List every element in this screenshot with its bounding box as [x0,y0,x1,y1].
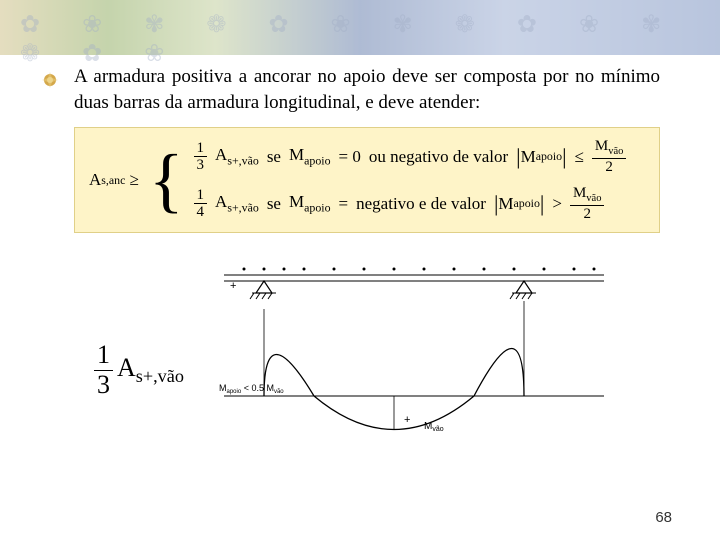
side-fraction: 13 As+,vão [94,341,184,399]
formula-box: As,anc ≥ { 13 As+,vão se Mapoio = 0 ou n… [74,127,660,233]
brace-icon: { [149,155,184,205]
svg-text:Mapoio < 0.5 Mvão: Mapoio < 0.5 Mvão [219,383,284,395]
svg-text:+: + [404,414,410,426]
svg-text:+: + [230,280,236,292]
formula-case-2: 14 As+,vão se Mapoio = negativo e de val… [194,185,627,222]
page-number: 68 [655,509,672,526]
slide-content: A armadura positiva a ancorar no apoio d… [0,0,720,481]
formula-cases: 13 As+,vão se Mapoio = 0 ou negativo de … [194,138,627,222]
main-paragraph: A armadura positiva a ancorar no apoio d… [74,64,660,115]
formula-lhs: As,anc ≥ [89,170,139,190]
svg-text:Mvão: Mvão [424,421,444,433]
formula-case-1: 13 As+,vão se Mapoio = 0 ou negativo de … [194,138,627,175]
beam-diagram: 13 As+,vão [104,251,624,461]
